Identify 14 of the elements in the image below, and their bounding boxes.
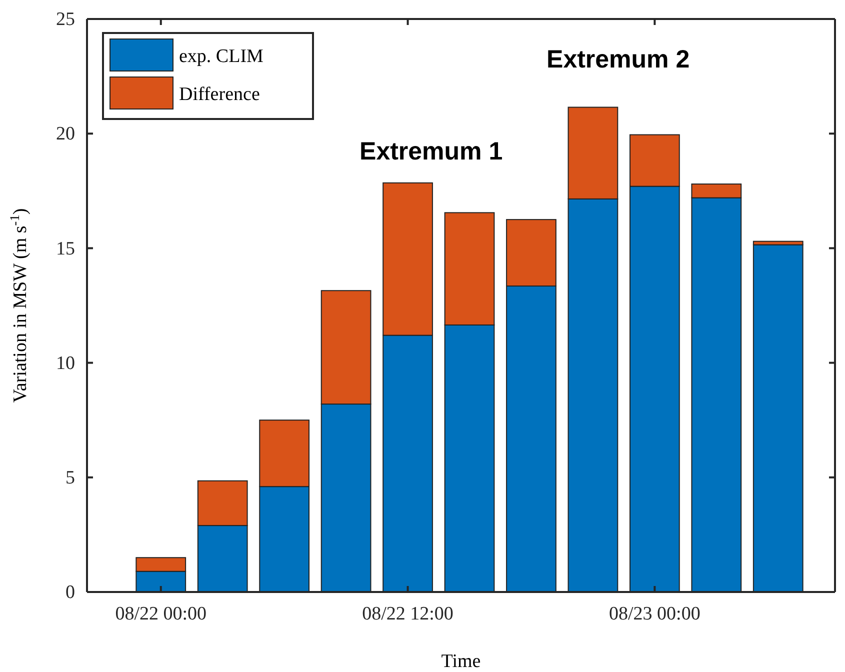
y-tick-label: 25 xyxy=(56,9,75,30)
y-tick-label: 20 xyxy=(56,124,75,145)
x-axis-title: Time xyxy=(441,651,481,672)
x-tick-label: 08/22 12:00 xyxy=(362,603,454,624)
y-tick-label: 5 xyxy=(66,467,75,488)
y-tick-label: 0 xyxy=(66,582,75,604)
annotation: Extremum 2 xyxy=(546,46,690,74)
legend-label: exp. CLIM xyxy=(179,46,264,67)
y-tick-label: 15 xyxy=(56,238,75,260)
x-tick-label: 08/23 00:00 xyxy=(609,603,700,624)
x-tick-label: 08/22 00:00 xyxy=(115,603,207,624)
annotation: Extremum 1 xyxy=(360,137,503,166)
legend-label: Difference xyxy=(179,84,260,105)
y-tick-label: 10 xyxy=(56,352,75,374)
